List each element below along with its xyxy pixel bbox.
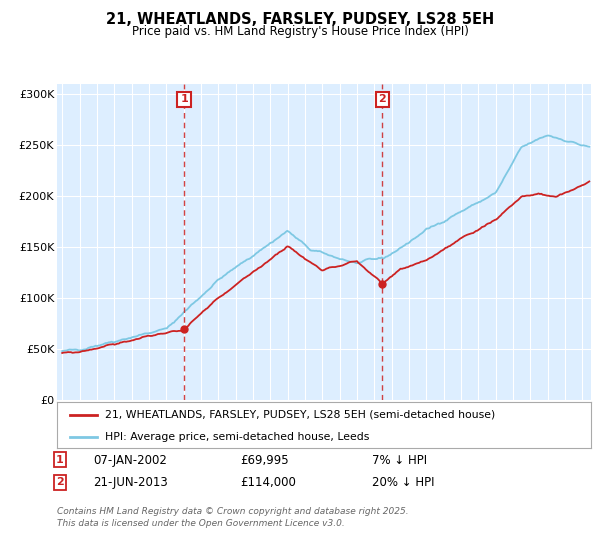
Text: 1: 1 bbox=[180, 94, 188, 104]
Text: 21-JUN-2013: 21-JUN-2013 bbox=[93, 476, 168, 489]
Text: HPI: Average price, semi-detached house, Leeds: HPI: Average price, semi-detached house,… bbox=[105, 432, 370, 441]
Text: 20% ↓ HPI: 20% ↓ HPI bbox=[372, 476, 434, 489]
Text: 2: 2 bbox=[379, 94, 386, 104]
Text: £69,995: £69,995 bbox=[240, 454, 289, 466]
Text: 07-JAN-2002: 07-JAN-2002 bbox=[93, 454, 167, 466]
Text: 2: 2 bbox=[56, 477, 64, 487]
Text: Contains HM Land Registry data © Crown copyright and database right 2025.
This d: Contains HM Land Registry data © Crown c… bbox=[57, 507, 409, 528]
Text: £114,000: £114,000 bbox=[240, 476, 296, 489]
Text: 21, WHEATLANDS, FARSLEY, PUDSEY, LS28 5EH: 21, WHEATLANDS, FARSLEY, PUDSEY, LS28 5E… bbox=[106, 12, 494, 27]
Text: Price paid vs. HM Land Registry's House Price Index (HPI): Price paid vs. HM Land Registry's House … bbox=[131, 25, 469, 38]
Text: 1: 1 bbox=[56, 455, 64, 465]
Text: 21, WHEATLANDS, FARSLEY, PUDSEY, LS28 5EH (semi-detached house): 21, WHEATLANDS, FARSLEY, PUDSEY, LS28 5E… bbox=[105, 410, 496, 420]
Text: 7% ↓ HPI: 7% ↓ HPI bbox=[372, 454, 427, 466]
